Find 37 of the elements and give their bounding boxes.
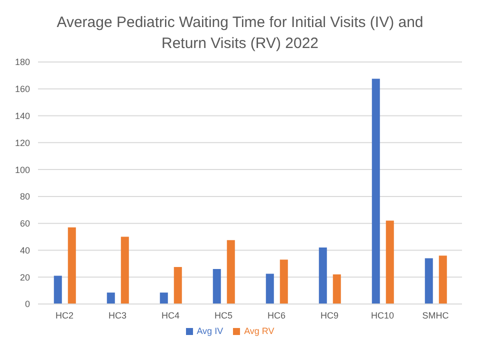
bar bbox=[68, 227, 76, 304]
x-tick-label: HC2 bbox=[55, 310, 74, 320]
x-tick-label: HC9 bbox=[320, 310, 339, 320]
y-tick-label: 100 bbox=[14, 164, 30, 175]
bar bbox=[280, 260, 288, 304]
y-tick-label: 40 bbox=[20, 245, 30, 256]
x-tick-label: HC10 bbox=[370, 310, 394, 320]
bar bbox=[160, 292, 168, 304]
y-tick-label: 60 bbox=[20, 218, 30, 229]
x-tick-label: HC3 bbox=[108, 310, 127, 320]
y-tick-label: 80 bbox=[20, 192, 30, 202]
bar bbox=[318, 248, 327, 304]
bar bbox=[438, 256, 447, 304]
y-tick-label: 120 bbox=[14, 138, 30, 148]
y-tick-label: 20 bbox=[20, 272, 30, 282]
bar bbox=[106, 292, 115, 304]
bar bbox=[212, 269, 221, 304]
y-tick-label: 160 bbox=[14, 84, 30, 94]
bar bbox=[54, 276, 62, 304]
bar bbox=[372, 78, 380, 304]
x-tick-label: HC6 bbox=[267, 310, 286, 320]
bar bbox=[266, 274, 274, 304]
chart-title: Average Pediatric Waiting Time for Initial Visits (IV) and Return Visits (RV) 2022 bbox=[56, 13, 424, 54]
legend-label: Avg IV bbox=[196, 326, 224, 336]
x-tick-label: HC5 bbox=[214, 310, 233, 320]
bar bbox=[386, 220, 394, 304]
bar bbox=[226, 240, 235, 304]
y-tick-label: 180 bbox=[14, 57, 30, 68]
x-tick-label: HC4 bbox=[161, 310, 180, 320]
bar bbox=[174, 267, 182, 304]
x-tick-label: SMHC bbox=[422, 310, 450, 320]
legend-label: Avg RV bbox=[244, 326, 274, 336]
bar bbox=[332, 274, 341, 304]
y-tick-label: 0 bbox=[24, 299, 30, 310]
bar bbox=[424, 258, 433, 304]
y-tick-label: 140 bbox=[14, 110, 30, 121]
bar bbox=[120, 236, 129, 304]
